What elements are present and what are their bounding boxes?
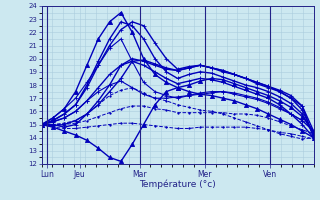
X-axis label: Température (°c): Température (°c) [139, 180, 216, 189]
